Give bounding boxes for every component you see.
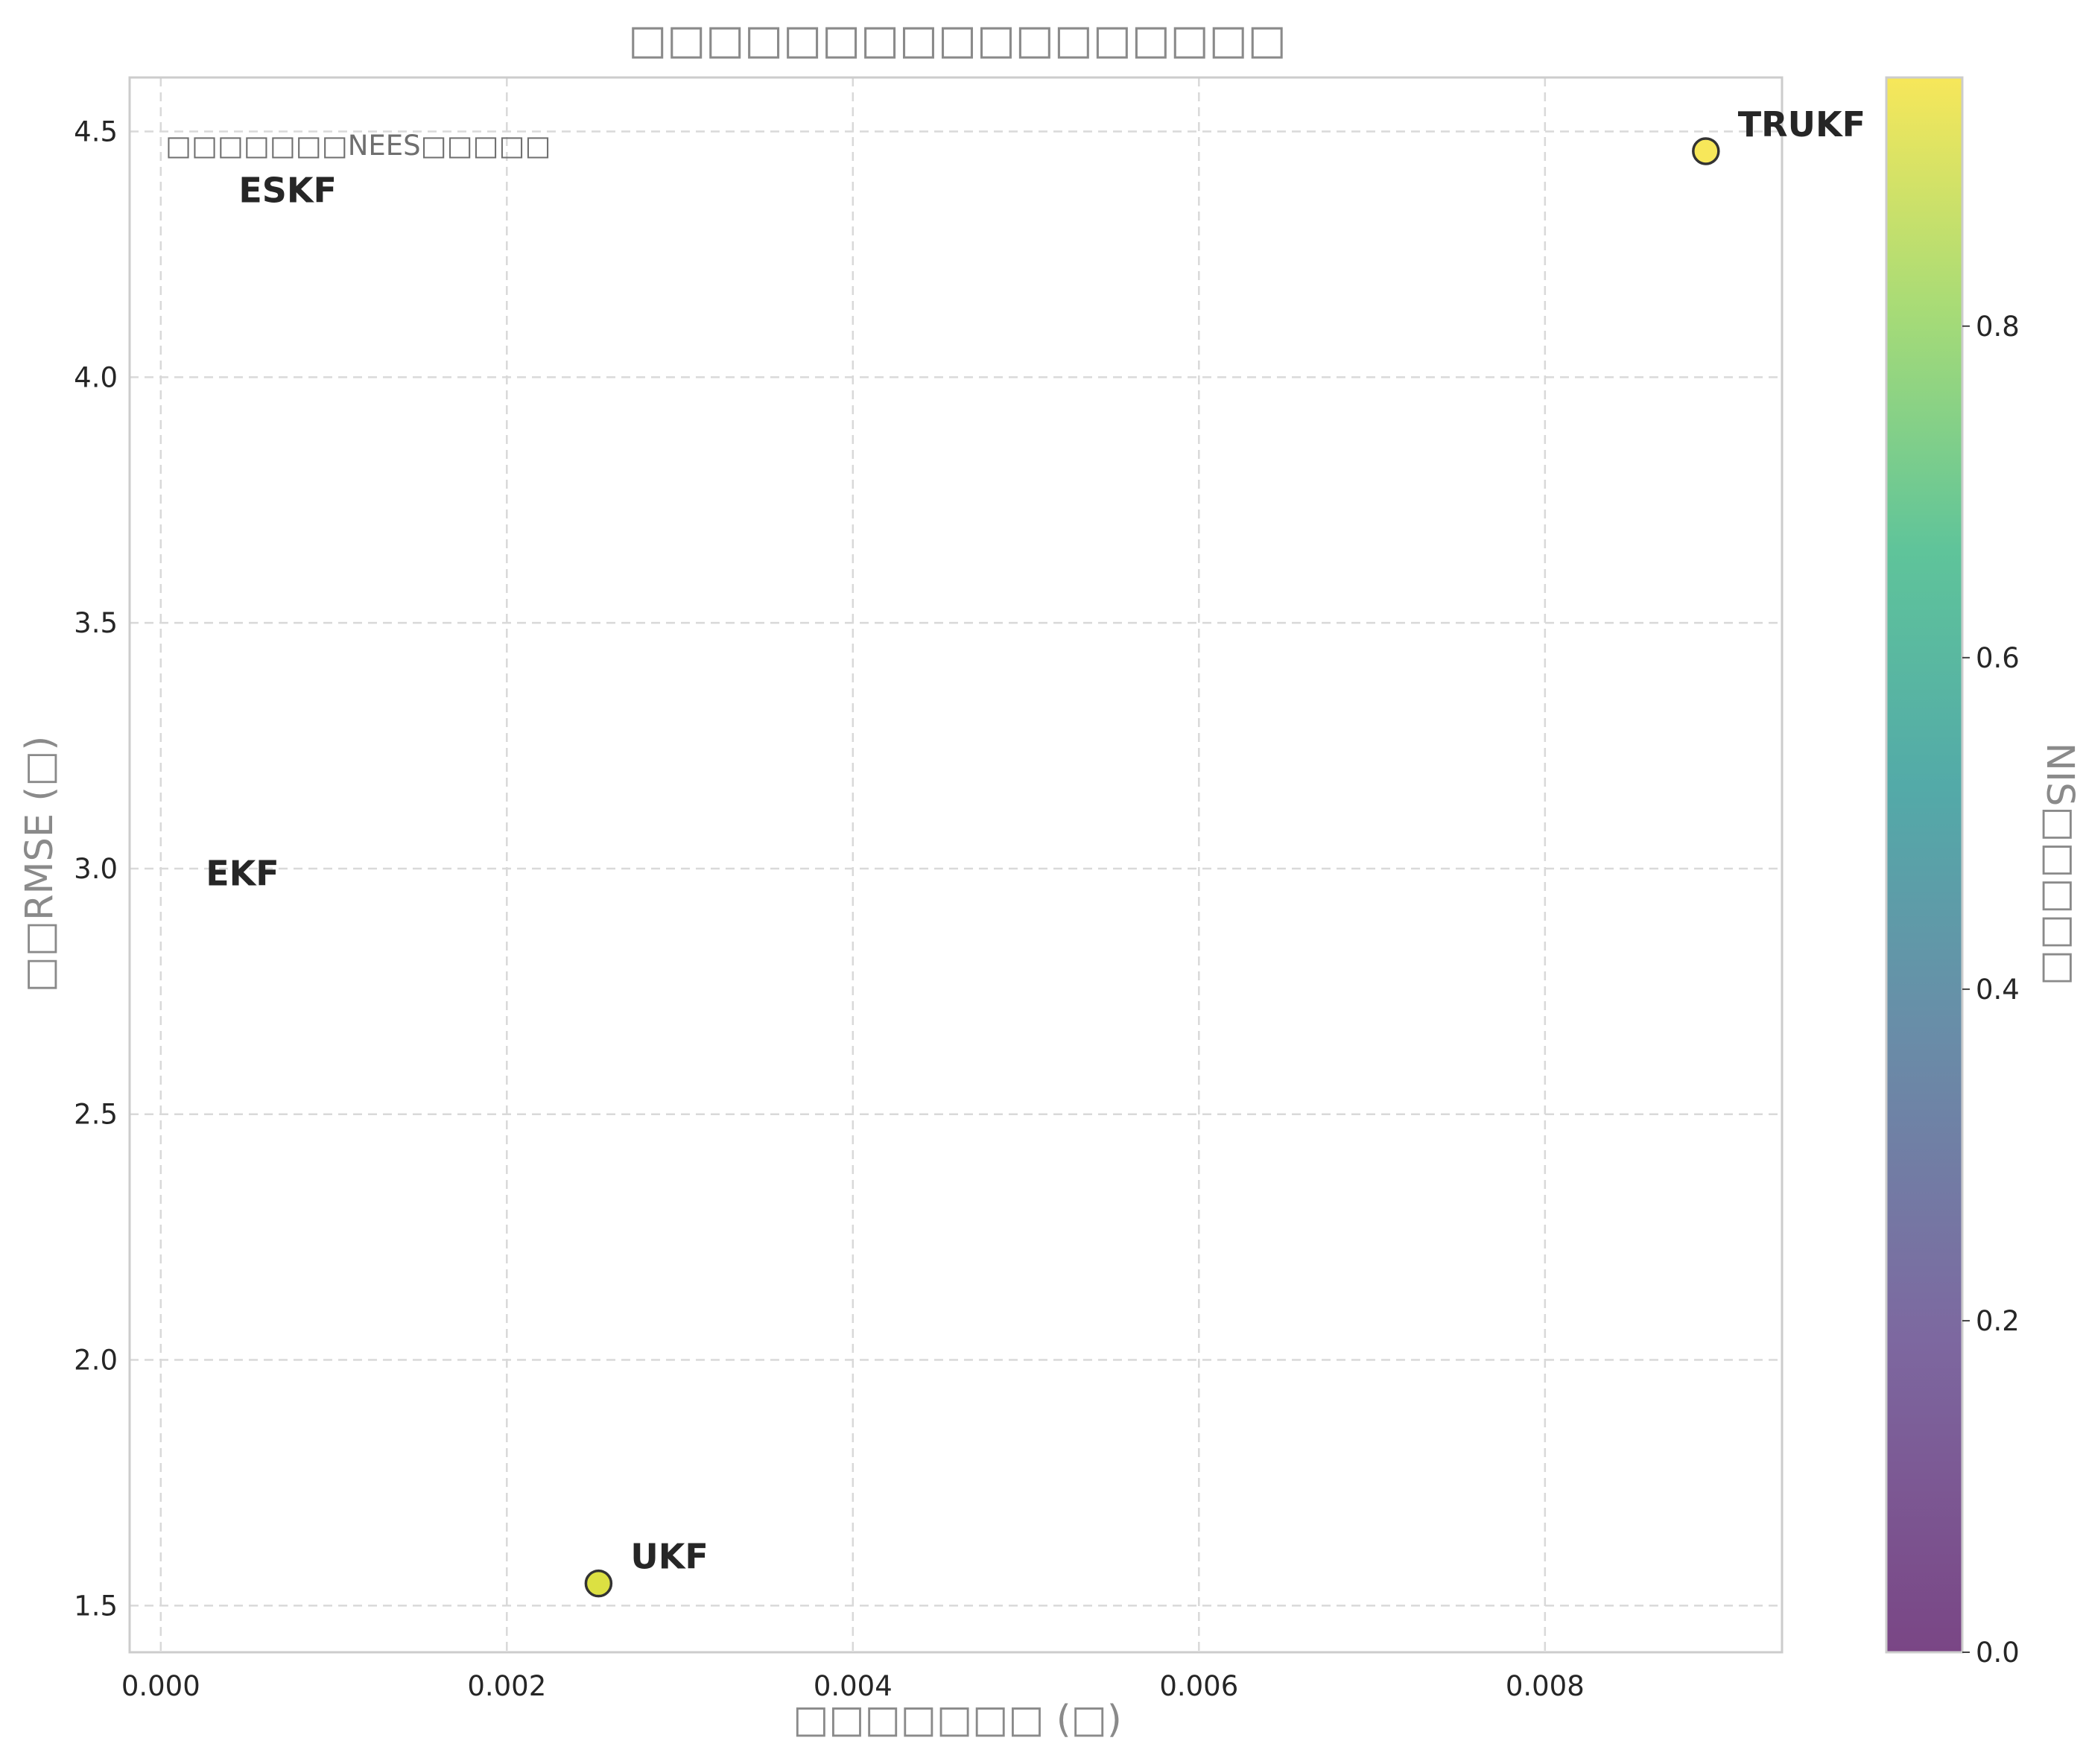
colorbar-tick-label: 0.4 [1976,974,2020,1006]
point-label: UKF [630,1537,708,1577]
x-tick-label: 0.000 [121,1670,200,1702]
point-trukf [1692,137,1720,165]
annotation-text: □□□□□□□NEES□□□□□ [165,130,551,162]
x-axis-ticks: 0.000 0.002 0.004 0.006 0.008 [121,1670,1585,1702]
point-label: EKF [206,854,279,894]
x-tick-label: 0.002 [467,1670,546,1702]
y-tick-label: 1.5 [74,1590,118,1622]
y-tick-label: 4.5 [74,116,118,148]
x-tick-label: 0.006 [1159,1670,1238,1702]
y-tick-label: 2.5 [74,1099,118,1131]
y-tick-label: 2.0 [74,1345,118,1377]
point-ukf [584,1569,613,1598]
chart-title: □□□□□□□□□□□□□□□□□ [628,16,1286,63]
colorbar-ticks: 0.0 0.2 0.4 0.6 0.8 [1962,311,2020,1669]
colorbar-tick-label: 0.2 [1976,1305,2020,1337]
y-axis-ticks: 1.5 2.0 2.5 3.0 3.5 4.0 4.5 [74,116,118,1622]
plot-frame [128,76,1784,1654]
colorbar-tick-label: 0.6 [1976,642,2020,674]
y-tick-label: 4.0 [74,361,118,393]
data-points: UKF TRUKF ESKF EKF [206,104,1865,1598]
colorbar-label: NIS□□□□□ [2038,743,2082,986]
y-tick-label: 3.5 [74,607,118,639]
y-axis-label: □□RMSE (□) [18,736,62,993]
grid [130,77,1782,1652]
colorbar-tick-label: 0.8 [1976,311,2020,343]
x-tick-label: 0.004 [814,1670,893,1702]
colorbar-tick-label: 0.0 [1976,1637,2020,1669]
point-label: TRUKF [1738,104,1865,145]
colorbar [1885,76,1964,1654]
point-label: ESKF [238,171,337,211]
y-tick-label: 3.0 [74,853,118,885]
x-axis-label: □□□□□□□ (□) [793,1698,1122,1742]
x-tick-label: 0.008 [1506,1670,1585,1702]
